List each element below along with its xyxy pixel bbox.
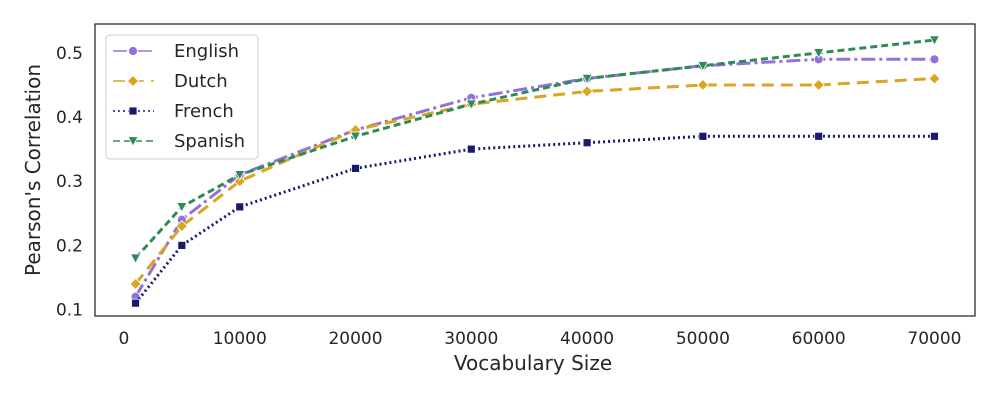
- x-tick-label: 10000: [213, 329, 267, 349]
- data-point-spanish: [129, 253, 142, 265]
- data-point-spanish: [928, 35, 941, 46]
- axis-ticks: 0 10000 20000 30000 40000 50000 60000 70000 0.1 0…: [56, 44, 962, 349]
- legend-label-dutch: Dutch: [174, 71, 228, 92]
- y-tick-label: 0.2: [56, 236, 83, 256]
- legend-item-english: English: [113, 41, 239, 62]
- data-point-dutch: [812, 78, 825, 92]
- data-point-french: [466, 144, 476, 154]
- data-point-spanish: [813, 48, 825, 59]
- x-tick-label: 60000: [792, 329, 846, 349]
- series-french: [131, 131, 939, 308]
- data-point-french: [177, 241, 187, 250]
- data-point-dutch: [233, 175, 246, 188]
- legend-marker-dutch: [126, 74, 140, 88]
- legend-marker-french: [128, 106, 138, 116]
- data-point-dutch: [129, 277, 142, 290]
- y-tick-label: 0.3: [56, 172, 83, 192]
- x-tick-label: 30000: [444, 329, 498, 349]
- legend-box: [105, 34, 259, 160]
- x-tick-label: 0: [119, 329, 130, 349]
- data-point-dutch: [175, 220, 188, 233]
- data-point-spanish: [465, 99, 477, 111]
- x-tick-label: 50000: [676, 329, 730, 349]
- legend-item-french: French: [113, 101, 234, 122]
- series-spanish: [129, 35, 941, 265]
- data-point-spanish: [176, 202, 188, 213]
- data-point-french: [582, 138, 592, 148]
- data-point-spanish: [234, 170, 246, 181]
- data-point-spanish: [349, 131, 362, 143]
- legend-marker-english: [128, 46, 138, 56]
- legend-item-dutch: Dutch: [113, 71, 228, 92]
- legend-marker-spanish: [127, 136, 139, 147]
- data-point-french: [930, 131, 939, 141]
- legend: English Dutch French Spanish: [105, 34, 259, 160]
- data-point-french: [814, 131, 824, 141]
- legend-label-english: English: [174, 41, 239, 62]
- series-line-dutch: [134, 77, 935, 285]
- x-tick-label: 70000: [907, 329, 961, 349]
- y-tick-label: 0.5: [56, 44, 83, 64]
- x-tick-label: 40000: [560, 329, 614, 349]
- y-tick-label: 0.4: [56, 108, 83, 128]
- data-point-spanish: [581, 73, 593, 85]
- data-point-french: [698, 131, 708, 141]
- data-point-french: [131, 298, 140, 308]
- legend-label-spanish: Spanish: [174, 131, 245, 152]
- x-axis-label: Vocabulary Size: [454, 351, 612, 375]
- data-point-spanish: [697, 61, 709, 72]
- legend-label-french: French: [174, 101, 234, 122]
- data-point-french: [351, 163, 360, 173]
- data-point-french: [235, 202, 245, 212]
- data-point-english: [929, 54, 940, 65]
- data-point-dutch: [928, 72, 941, 85]
- data-point-dutch: [696, 78, 709, 92]
- legend-item-spanish: Spanish: [113, 131, 245, 152]
- y-axis-label: Pearson's Correlation: [21, 64, 45, 276]
- y-tick-label: 0.1: [56, 301, 83, 321]
- x-tick-label: 20000: [328, 329, 382, 349]
- data-point-dutch: [581, 85, 594, 98]
